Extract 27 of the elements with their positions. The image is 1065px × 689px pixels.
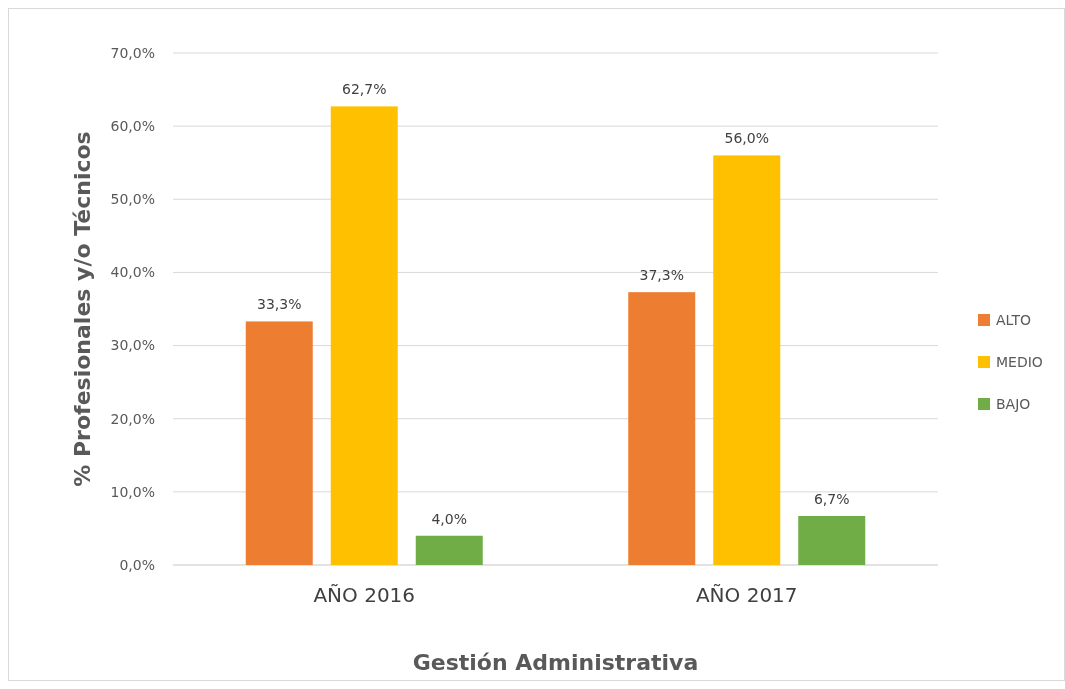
y-tick-label: 10,0%: [110, 483, 155, 500]
data-label: 62,7%: [342, 81, 387, 98]
x-tick-label: AÑO 2017: [695, 583, 798, 607]
y-tick-label: 0,0%: [119, 556, 155, 573]
x-axis-title: Gestión Administrativa: [412, 650, 699, 675]
bar: [330, 106, 398, 565]
legend-label: ALTO: [996, 311, 1032, 328]
y-tick-label: 50,0%: [110, 191, 155, 208]
data-label: 33,3%: [257, 296, 302, 313]
y-tick-label: 20,0%: [110, 410, 155, 427]
data-label: 6,7%: [813, 490, 850, 507]
bar: [415, 535, 483, 565]
y-tick-label: 30,0%: [110, 337, 155, 354]
x-tick-label: AÑO 2016: [313, 583, 416, 607]
data-label: 4,0%: [431, 510, 468, 527]
legend-label: MEDIO: [996, 353, 1043, 370]
y-tick-label: 70,0%: [110, 44, 155, 61]
legend-label: BAJO: [996, 395, 1031, 412]
data-label: 37,3%: [639, 267, 684, 284]
bar: [798, 515, 866, 565]
bar: [713, 155, 781, 565]
y-tick-label: 60,0%: [110, 118, 155, 135]
bar: [245, 321, 313, 565]
y-axis-title: % Profesionales y/o Técnicos: [70, 131, 95, 487]
data-label: 56,0%: [724, 130, 769, 147]
bar: [628, 292, 696, 565]
y-tick-label: 40,0%: [110, 264, 155, 281]
